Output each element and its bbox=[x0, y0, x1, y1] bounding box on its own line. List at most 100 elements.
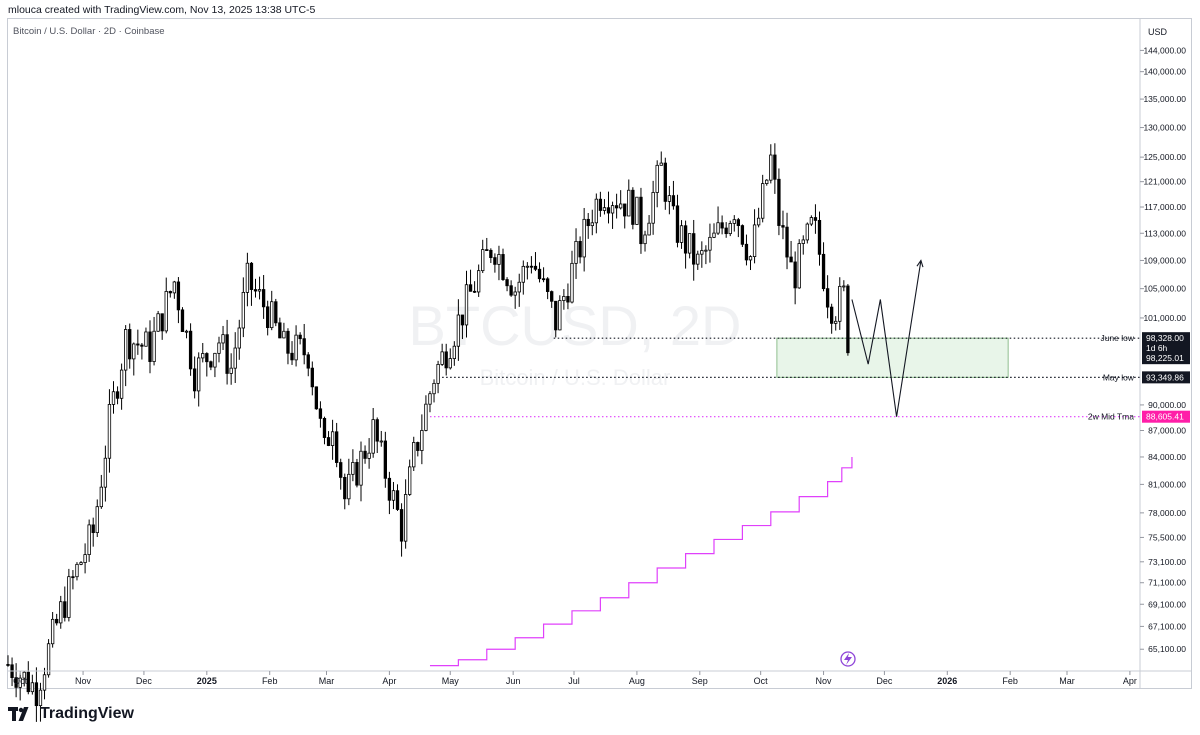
candle[interactable] bbox=[692, 219, 696, 281]
candle[interactable] bbox=[724, 222, 728, 238]
candle[interactable] bbox=[180, 307, 185, 332]
support-zone[interactable] bbox=[776, 337, 1009, 378]
candle[interactable] bbox=[302, 323, 306, 365]
candle[interactable] bbox=[225, 319, 229, 385]
candle[interactable] bbox=[253, 278, 258, 298]
candle[interactable] bbox=[464, 270, 469, 338]
candle[interactable] bbox=[477, 264, 481, 297]
candle[interactable] bbox=[655, 160, 659, 208]
candle[interactable] bbox=[115, 386, 120, 405]
candle[interactable] bbox=[744, 234, 749, 266]
candle[interactable] bbox=[26, 661, 30, 695]
candle[interactable] bbox=[550, 290, 554, 308]
candle[interactable] bbox=[245, 252, 250, 307]
candle[interactable] bbox=[91, 517, 95, 547]
candle[interactable] bbox=[306, 352, 310, 377]
candle[interactable] bbox=[416, 441, 420, 457]
candle[interactable] bbox=[38, 682, 43, 722]
candle[interactable] bbox=[663, 157, 667, 210]
candle[interactable] bbox=[46, 639, 51, 678]
candle[interactable] bbox=[554, 300, 558, 338]
may-low-badge[interactable]: 93,349.86 bbox=[1142, 371, 1190, 384]
candle[interactable] bbox=[489, 248, 493, 264]
candle[interactable] bbox=[351, 449, 355, 482]
candle[interactable] bbox=[432, 379, 436, 403]
candle[interactable] bbox=[140, 342, 144, 360]
candle[interactable] bbox=[594, 193, 598, 234]
candle[interactable] bbox=[424, 395, 428, 432]
candle[interactable] bbox=[545, 277, 550, 300]
candle[interactable] bbox=[834, 316, 838, 331]
candle[interactable] bbox=[286, 328, 290, 365]
candle[interactable] bbox=[570, 250, 574, 304]
candle[interactable] bbox=[59, 595, 63, 629]
candle[interactable] bbox=[631, 187, 635, 230]
candle[interactable] bbox=[830, 303, 834, 334]
candle[interactable] bbox=[184, 329, 189, 339]
candle[interactable] bbox=[50, 611, 55, 648]
candle[interactable] bbox=[379, 430, 383, 447]
candle[interactable] bbox=[237, 319, 241, 360]
tma-line[interactable] bbox=[429, 456, 853, 667]
candle[interactable] bbox=[505, 277, 509, 292]
candle[interactable] bbox=[428, 391, 432, 413]
candle[interactable] bbox=[30, 674, 35, 695]
candle[interactable] bbox=[740, 224, 745, 247]
candle[interactable] bbox=[83, 543, 87, 574]
candle[interactable] bbox=[241, 277, 245, 338]
candle[interactable] bbox=[732, 215, 736, 232]
candle[interactable] bbox=[712, 223, 716, 239]
candle[interactable] bbox=[521, 260, 525, 295]
candle[interactable] bbox=[197, 352, 201, 407]
candle[interactable] bbox=[842, 280, 846, 292]
candle[interactable] bbox=[598, 191, 603, 217]
candle[interactable] bbox=[124, 325, 128, 387]
candle[interactable] bbox=[391, 481, 396, 510]
candle[interactable] bbox=[643, 230, 647, 252]
candle[interactable] bbox=[334, 422, 339, 468]
candle[interactable] bbox=[298, 332, 302, 345]
candle[interactable] bbox=[614, 193, 619, 219]
candle[interactable] bbox=[541, 267, 546, 283]
candle[interactable] bbox=[578, 236, 582, 264]
candle[interactable] bbox=[278, 317, 282, 339]
candle[interactable] bbox=[87, 519, 91, 562]
candle[interactable] bbox=[537, 262, 542, 283]
candle[interactable] bbox=[687, 233, 692, 259]
candle[interactable] bbox=[501, 248, 505, 281]
candle[interactable] bbox=[647, 215, 651, 236]
candle[interactable] bbox=[821, 242, 826, 292]
candle[interactable] bbox=[71, 570, 75, 590]
candle[interactable] bbox=[472, 281, 477, 294]
candle[interactable] bbox=[249, 261, 254, 306]
candle[interactable] bbox=[217, 336, 221, 363]
candle[interactable] bbox=[176, 277, 181, 324]
candle[interactable] bbox=[371, 407, 375, 458]
candle[interactable] bbox=[290, 341, 294, 365]
candle[interactable] bbox=[233, 332, 237, 384]
candle[interactable] bbox=[95, 499, 99, 538]
tradingview-logo[interactable]: TradingView bbox=[8, 704, 134, 724]
candle[interactable] bbox=[452, 341, 456, 366]
candle[interactable] bbox=[602, 199, 607, 215]
candle[interactable] bbox=[172, 280, 177, 299]
candle[interactable] bbox=[408, 459, 412, 496]
candle[interactable] bbox=[777, 168, 781, 236]
candle[interactable] bbox=[582, 207, 586, 272]
candle[interactable] bbox=[785, 212, 789, 270]
candle[interactable] bbox=[533, 252, 538, 272]
candle[interactable] bbox=[355, 458, 359, 488]
candle[interactable] bbox=[801, 235, 805, 255]
candle[interactable] bbox=[266, 300, 270, 336]
candle[interactable] bbox=[330, 419, 335, 460]
candle[interactable] bbox=[700, 241, 704, 268]
candle[interactable] bbox=[797, 239, 801, 289]
candle[interactable] bbox=[34, 667, 39, 722]
candle[interactable] bbox=[679, 220, 684, 249]
candle[interactable] bbox=[667, 186, 672, 215]
candle[interactable] bbox=[14, 663, 18, 698]
candle[interactable] bbox=[326, 431, 331, 447]
candle[interactable] bbox=[6, 655, 10, 667]
